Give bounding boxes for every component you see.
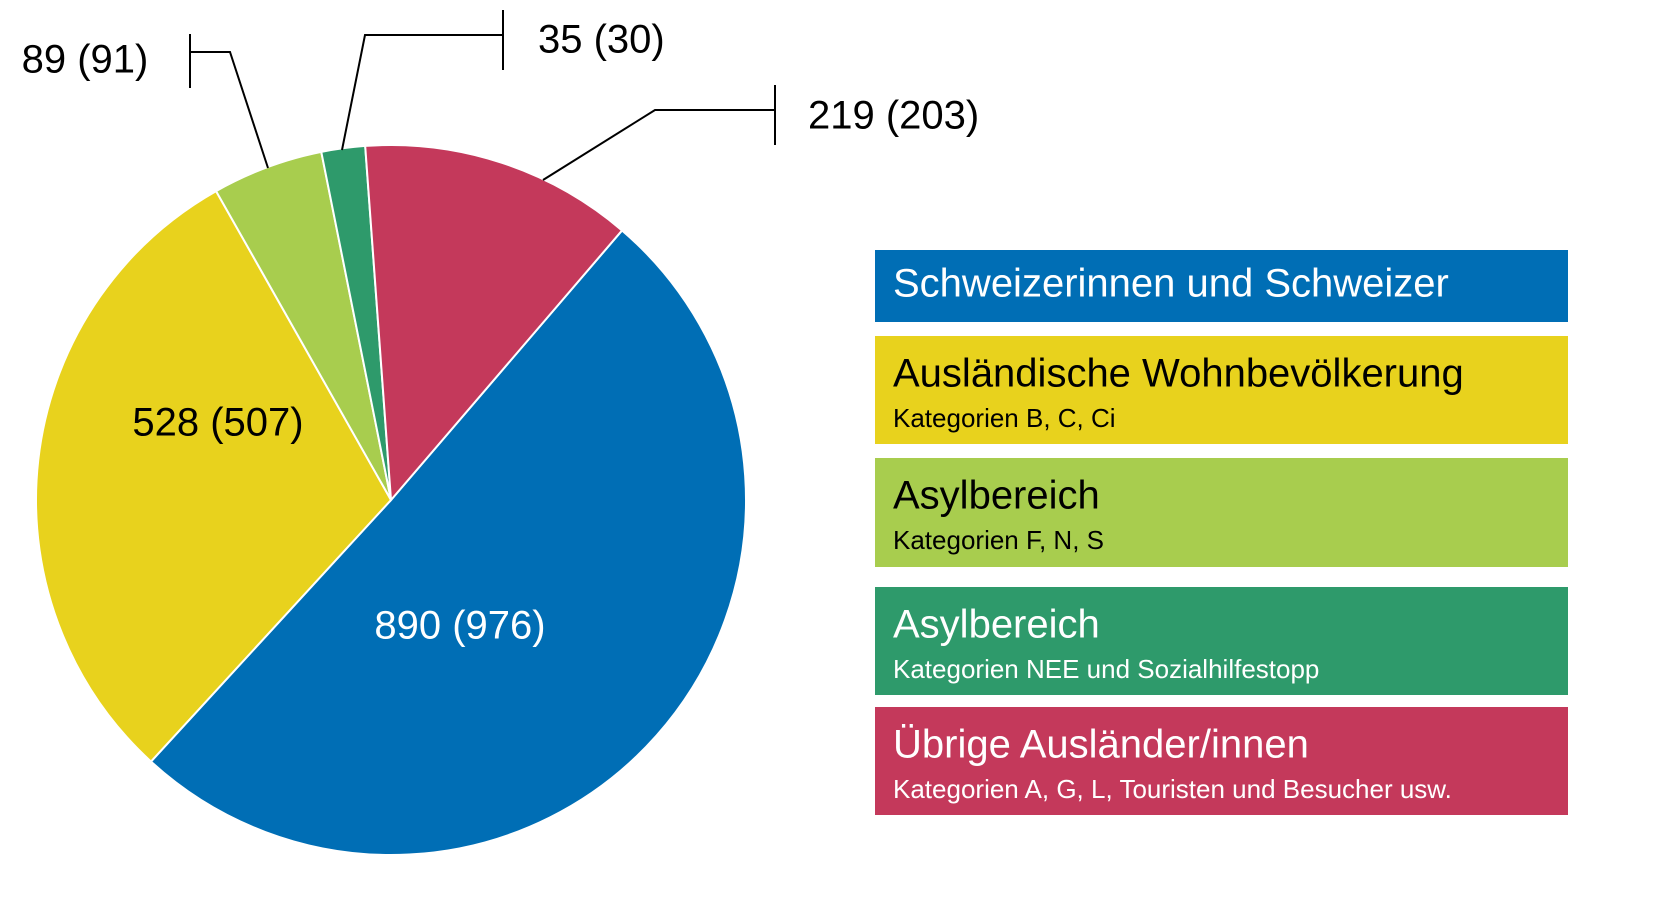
pie-slice — [364, 144, 624, 503]
legend-label: Asylbereich — [893, 603, 1100, 647]
data-label: 35 (30) — [538, 18, 665, 62]
leader-line — [542, 109, 775, 181]
legend-note: Kategorien F, N, S — [893, 525, 1104, 555]
data-label: 89 (91) — [22, 38, 149, 82]
legend-box — [875, 458, 1568, 567]
legend-box — [875, 250, 1568, 322]
leader-line — [341, 34, 503, 151]
legend-label: Schweizerinnen und Schweizer — [893, 262, 1449, 306]
legend-box — [875, 707, 1568, 815]
legend-box — [875, 587, 1568, 695]
legend-note: Kategorien A, G, L, Touristen und Besuch… — [893, 774, 1452, 804]
legend-label: Asylbereich — [893, 474, 1100, 518]
pie-slice — [149, 229, 747, 856]
data-label: 890 (976) — [374, 604, 545, 648]
legend-box — [875, 336, 1568, 444]
data-label: 528 (507) — [132, 401, 303, 445]
pie-slice — [35, 189, 393, 763]
leader-line — [190, 51, 269, 169]
legend-note: Kategorien B, C, Ci — [893, 403, 1116, 433]
legend-label: Übrige Ausländer/innen — [893, 723, 1309, 767]
data-label: 219 (203) — [808, 94, 979, 138]
legend-label: Ausländische Wohnbevölkerung — [893, 352, 1464, 396]
legend-note: Kategorien NEE und Sozialhilfestopp — [893, 654, 1319, 684]
